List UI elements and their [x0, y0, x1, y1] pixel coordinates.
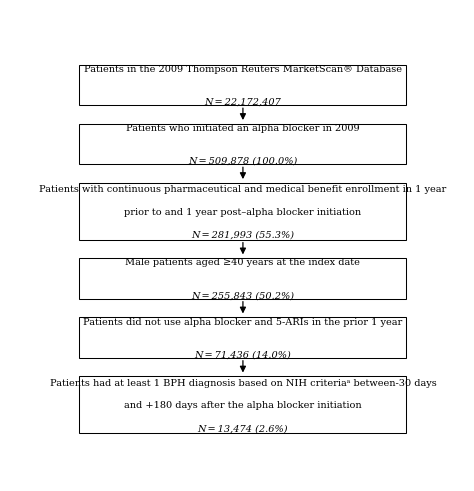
- FancyBboxPatch shape: [80, 376, 406, 433]
- Text: Patients did not use alpha blocker and 5-ARIs in the prior 1 year: Patients did not use alpha blocker and 5…: [83, 318, 402, 327]
- Text: N = 281,993 (55.3%): N = 281,993 (55.3%): [191, 231, 294, 240]
- Text: Patients in the 2009 Thompson Reuters MarketScan® Database: Patients in the 2009 Thompson Reuters Ma…: [84, 65, 402, 74]
- Text: N = 509,878 (100.0%): N = 509,878 (100.0%): [188, 157, 298, 165]
- Text: and +180 days after the alpha blocker initiation: and +180 days after the alpha blocker in…: [124, 401, 362, 410]
- Text: Patients had at least 1 BPH diagnosis based on NIH criteriaᵃ between-30 days: Patients had at least 1 BPH diagnosis ba…: [50, 379, 436, 387]
- Text: Male patients aged ≥40 years at the index date: Male patients aged ≥40 years at the inde…: [126, 258, 360, 268]
- FancyBboxPatch shape: [80, 183, 406, 240]
- Text: N = 22,172,407: N = 22,172,407: [204, 98, 282, 107]
- Text: N = 255,843 (50.2%): N = 255,843 (50.2%): [191, 291, 294, 300]
- Text: prior to and 1 year post–alpha blocker initiation: prior to and 1 year post–alpha blocker i…: [124, 208, 362, 217]
- FancyBboxPatch shape: [80, 65, 406, 106]
- FancyBboxPatch shape: [80, 124, 406, 164]
- Text: N = 13,474 (2.6%): N = 13,474 (2.6%): [198, 424, 288, 433]
- Text: Patients who initiated an alpha blocker in 2009: Patients who initiated an alpha blocker …: [126, 124, 360, 133]
- Text: Patients with continuous pharmaceutical and medical benefit enrollment in 1 year: Patients with continuous pharmaceutical …: [39, 185, 447, 194]
- FancyBboxPatch shape: [80, 258, 406, 299]
- FancyBboxPatch shape: [80, 317, 406, 358]
- Text: N = 71,436 (14.0%): N = 71,436 (14.0%): [194, 350, 292, 359]
